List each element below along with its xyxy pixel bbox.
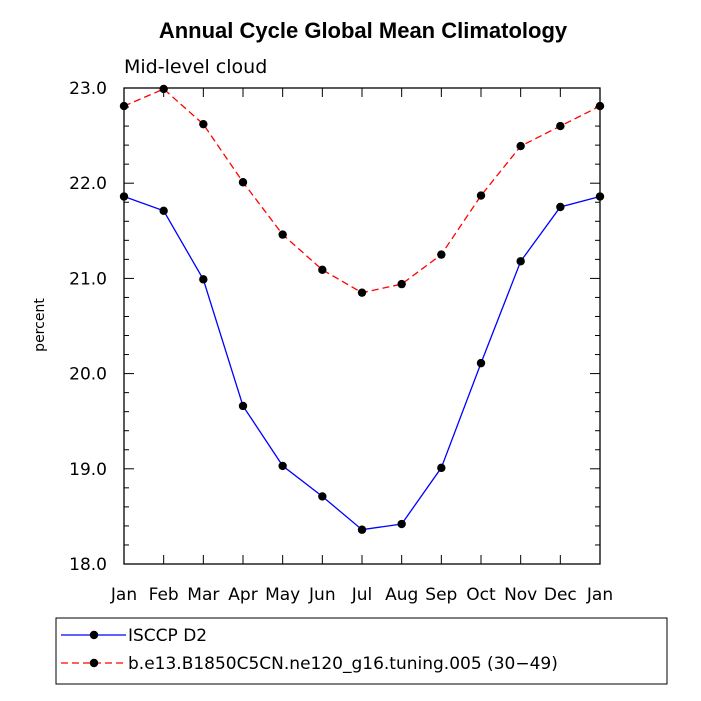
data-point xyxy=(318,265,327,275)
x-tick-label: Jan xyxy=(586,585,613,605)
data-point xyxy=(318,492,327,501)
legend-label-1: ISCCP D2 xyxy=(128,626,207,646)
y-tick-label: 21.0 xyxy=(69,269,107,289)
x-tick-label: Jul xyxy=(351,585,373,605)
data-point xyxy=(476,191,486,200)
series-line-2 xyxy=(123,88,601,294)
data-point xyxy=(397,519,406,529)
y-tick-labels: 18.0 19.0 20.0 21.0 22.0 23.0 xyxy=(69,79,107,575)
x-tick-labels: Jan Feb Mar Apr May Jun Jul Aug Sep Oct Nov Dec Jan xyxy=(110,585,613,605)
y-tick-label: 22.0 xyxy=(69,174,107,194)
y-tick-label: 19.0 xyxy=(69,460,107,480)
y-tick-label: 23.0 xyxy=(69,79,107,99)
x-tick-label: Jan xyxy=(110,585,137,605)
axis-ticks xyxy=(123,87,601,565)
data-point xyxy=(516,257,525,266)
data-point xyxy=(357,288,367,297)
x-tick-label: Dec xyxy=(544,585,577,605)
x-tick-label: Jun xyxy=(308,585,336,605)
plot-frame xyxy=(123,87,601,565)
data-point xyxy=(199,119,208,129)
x-tick-label: Oct xyxy=(466,585,496,605)
data-point xyxy=(159,206,168,216)
x-tick-label: Feb xyxy=(149,585,179,605)
x-tick-label: Nov xyxy=(504,585,537,605)
data-point xyxy=(278,461,287,471)
x-tick-label: Aug xyxy=(385,585,418,605)
data-point xyxy=(119,192,129,201)
data-point xyxy=(595,101,605,111)
data-point xyxy=(238,401,248,411)
legend-box xyxy=(55,617,668,685)
data-point xyxy=(199,275,208,284)
legend-marker-1 xyxy=(89,630,99,640)
y-tick-label: 20.0 xyxy=(69,365,107,385)
y-axis-label: percent xyxy=(32,298,48,352)
data-point xyxy=(119,101,129,111)
series-group xyxy=(119,84,605,534)
data-point xyxy=(516,141,525,151)
data-point xyxy=(238,178,248,187)
x-tick-label: May xyxy=(265,585,300,605)
data-point xyxy=(476,358,486,368)
data-point xyxy=(397,279,406,289)
data-point xyxy=(556,202,565,212)
legend: ISCCP D2 b.e13.B1850C5CN.ne120_g16.tuning… xyxy=(61,626,558,674)
legend-label-2: b.e13.B1850C5CN.ne120_g16.tuning.005 (30… xyxy=(128,654,558,674)
data-point xyxy=(159,84,168,94)
chart-title: Annual Cycle Global Mean Climatology xyxy=(159,18,568,43)
x-tick-label: Mar xyxy=(187,585,219,605)
data-point xyxy=(437,250,446,259)
x-tick-label: Sep xyxy=(425,585,457,605)
legend-marker-2 xyxy=(89,658,99,668)
data-point xyxy=(278,230,287,239)
y-tick-label: 18.0 xyxy=(69,555,107,575)
chart-subtitle: Mid-level cloud xyxy=(124,56,267,78)
x-tick-label: Apr xyxy=(228,585,257,605)
data-point xyxy=(357,525,367,534)
data-point xyxy=(595,192,605,201)
series-line-1 xyxy=(123,195,601,531)
data-point xyxy=(437,463,446,473)
data-point xyxy=(556,121,565,131)
